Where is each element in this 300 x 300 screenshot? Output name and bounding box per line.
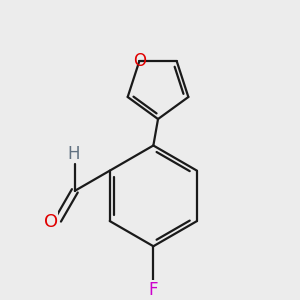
- Text: F: F: [148, 281, 158, 299]
- Text: O: O: [44, 213, 58, 231]
- Text: H: H: [67, 145, 80, 163]
- Text: O: O: [133, 52, 146, 70]
